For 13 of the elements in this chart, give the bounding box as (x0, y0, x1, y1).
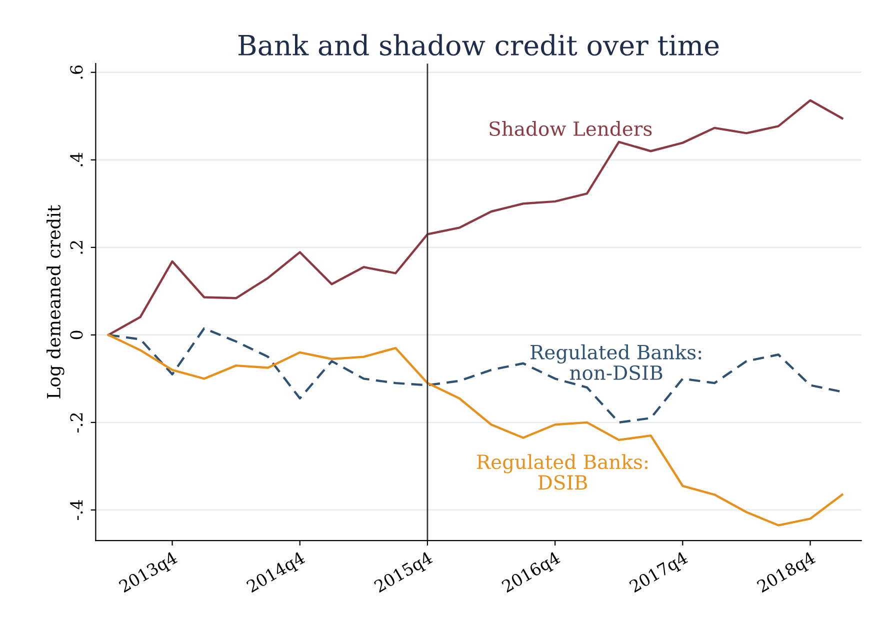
annotation: Shadow Lenders (490, 120, 652, 136)
chart-title: Bank and shadow credit over time (238, 34, 719, 56)
annotation: Regulated Banks: non-DSIB (530, 344, 702, 380)
annotation: Regulated Banks: DSIB (476, 454, 648, 490)
line-series (107, 99, 844, 336)
y-tick-label: .4 (70, 152, 83, 166)
line-series (107, 334, 844, 526)
y-tick-label: .2 (70, 241, 83, 254)
y-tick-label: 0 (70, 330, 83, 340)
y-tick-label: .6 (70, 65, 83, 79)
y-axis-title: Log demeaned credit (46, 204, 64, 398)
y-tick-label: -.2 (70, 413, 83, 432)
y-tick-label: -.4 (70, 500, 83, 520)
